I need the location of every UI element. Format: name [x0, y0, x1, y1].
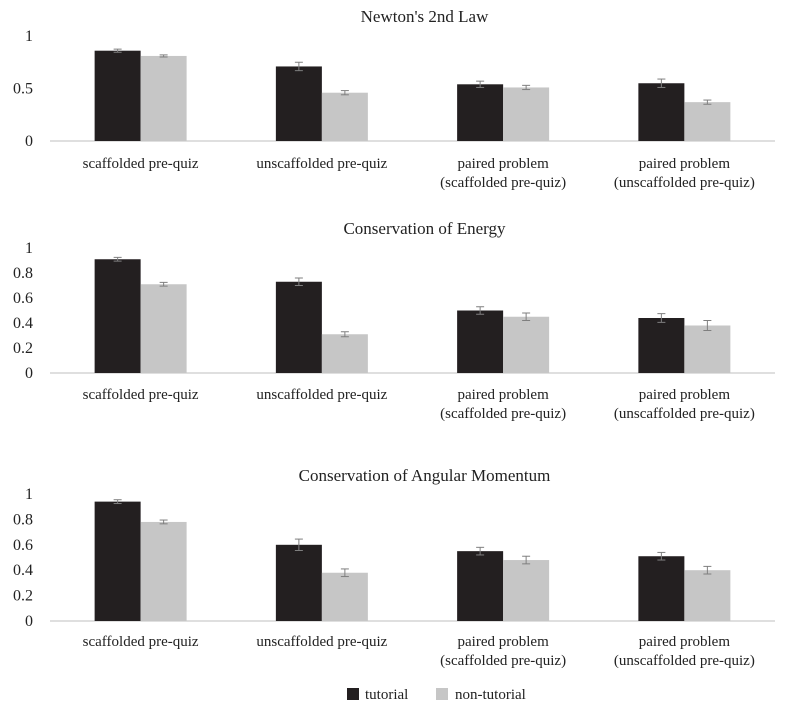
charts: Newton's 2nd Law 0 0.5 1 scaffolded pre-quiz… [13, 7, 775, 669]
x-tick-label: (scaffolded pre-quiz) [440, 406, 566, 422]
x-tick-label: (unscaffolded pre-quiz) [614, 406, 755, 422]
legend-label-non-tutorial: non-tutorial [455, 687, 526, 703]
y-tick-label: 0.6 [13, 537, 33, 554]
y-tick-label: 0.5 [13, 81, 33, 98]
x-tick-label: paired problem [458, 634, 550, 650]
bar-non-tutorial [321, 334, 368, 373]
chart-2: Conservation of Energy 0 0.2 0.4 0.6 0.8 1 scaf… [13, 219, 775, 422]
y-tick-label: 0.4 [13, 315, 33, 332]
bar-non-tutorial [503, 316, 550, 373]
y-tick-label: 0.4 [13, 562, 33, 579]
bar-non-tutorial [684, 325, 731, 373]
x-tick-label: (unscaffolded pre-quiz) [614, 653, 755, 669]
legend-swatch-tutorial [347, 688, 359, 700]
bar-tutorial [94, 50, 141, 142]
chart-title: Conservation of Energy [343, 219, 506, 238]
y-tick-label: 0 [25, 613, 33, 630]
y-tick-label: 0 [25, 133, 33, 150]
chart-title: Conservation of Angular Momentum [299, 466, 551, 485]
chart-title: Newton's 2nd Law [361, 7, 489, 26]
bar-tutorial [638, 318, 685, 373]
y-tick-label: 0.6 [13, 290, 33, 307]
bar-non-tutorial [503, 87, 550, 141]
y-tick-label: 0.2 [13, 340, 33, 357]
x-tick-label: unscaffolded pre-quiz [256, 156, 387, 172]
x-tick-label: scaffolded pre-quiz [83, 156, 199, 172]
y-tick-label: 0 [25, 365, 33, 382]
legend-swatch-non-tutorial [436, 688, 448, 700]
bar-tutorial [457, 310, 504, 373]
x-tick-label: paired problem [639, 156, 731, 172]
bar-non-tutorial [140, 521, 187, 621]
x-tick-label: scaffolded pre-quiz [83, 387, 199, 403]
bar-non-tutorial [503, 560, 550, 621]
y-tick-label: 1 [25, 240, 33, 257]
x-tick-label: paired problem [639, 387, 731, 403]
bar-non-tutorial [321, 572, 368, 621]
x-tick-label: paired problem [458, 387, 550, 403]
bar-tutorial [275, 281, 322, 373]
bar-tutorial [275, 66, 322, 141]
bar-non-tutorial [684, 570, 731, 621]
bar-tutorial [457, 84, 504, 141]
chart-3: Conservation of Angular Momentum 0 0.2 0.4 0… [13, 466, 775, 669]
bar-tutorial [638, 556, 685, 621]
y-tick-label: 0.2 [13, 588, 33, 605]
bar-non-tutorial [684, 102, 731, 141]
y-tick-label: 0.8 [13, 265, 33, 282]
y-tick-label: 1 [25, 486, 33, 503]
bar-tutorial [94, 259, 141, 373]
bar-tutorial [275, 544, 322, 621]
x-tick-label: (scaffolded pre-quiz) [440, 653, 566, 669]
y-tick-label: 1 [25, 28, 33, 45]
x-tick-label: paired problem [458, 156, 550, 172]
legend: tutorial non-tutorial [347, 687, 526, 703]
chart-1: Newton's 2nd Law 0 0.5 1 scaffolded pre-quiz… [13, 7, 775, 191]
legend-label-tutorial: tutorial [365, 687, 408, 703]
x-tick-label: (scaffolded pre-quiz) [440, 175, 566, 191]
bar-tutorial [457, 551, 504, 621]
bar-tutorial [638, 83, 685, 141]
y-tick-label: 0.8 [13, 511, 33, 528]
bar-non-tutorial [140, 284, 187, 373]
bar-tutorial [94, 501, 141, 621]
bar-non-tutorial [140, 55, 187, 142]
x-tick-label: unscaffolded pre-quiz [256, 634, 387, 650]
x-tick-label: scaffolded pre-quiz [83, 634, 199, 650]
x-tick-label: (unscaffolded pre-quiz) [614, 175, 755, 191]
x-tick-label: paired problem [639, 634, 731, 650]
bar-non-tutorial [321, 92, 368, 141]
x-tick-label: unscaffolded pre-quiz [256, 387, 387, 403]
